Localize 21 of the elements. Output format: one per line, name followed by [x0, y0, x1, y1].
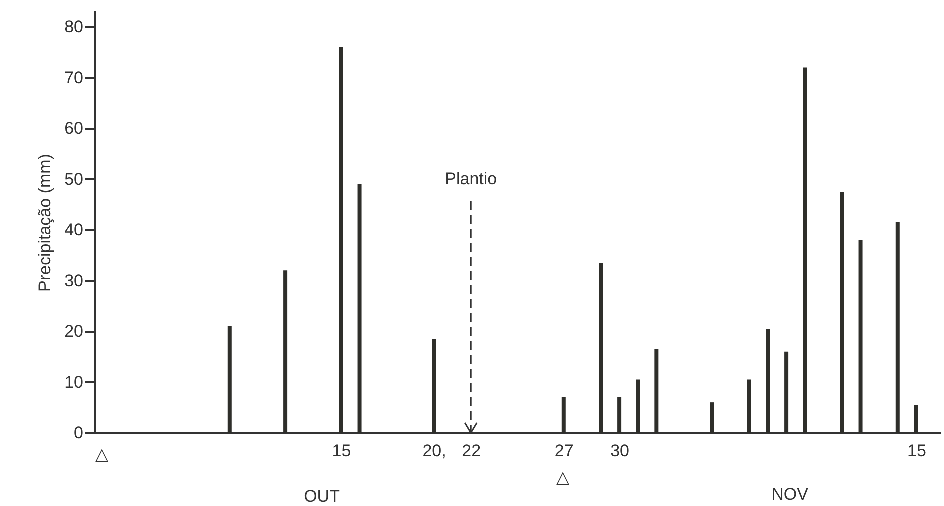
- y-tick-label: 60: [64, 119, 84, 138]
- y-tick-label: 50: [64, 170, 84, 189]
- x-tick-label: 15: [332, 442, 352, 460]
- x-tick-label: 30: [610, 442, 630, 460]
- y-tick-label: 40: [64, 220, 84, 240]
- y-axis-title: Precipitação (mm): [36, 154, 55, 292]
- text: △: [556, 468, 570, 487]
- x-tick-label: 22: [462, 442, 482, 460]
- ref-line-label: Plantio: [445, 169, 498, 188]
- y-tick-label: 0: [74, 424, 84, 442]
- y-tick-label: 70: [64, 68, 84, 88]
- y-tick-label: 30: [64, 271, 84, 290]
- text: △: [95, 445, 110, 464]
- x-tick-label: 15: [907, 442, 926, 460]
- y-tick-label: 10: [64, 372, 84, 392]
- x-tick-label: 20,: [422, 442, 446, 460]
- text: NOV: [772, 485, 810, 504]
- text: OUT: [304, 487, 340, 506]
- x-tick-label: 27: [554, 442, 574, 460]
- y-tick-label: 20: [64, 322, 84, 342]
- y-tick-label: 80: [64, 18, 84, 37]
